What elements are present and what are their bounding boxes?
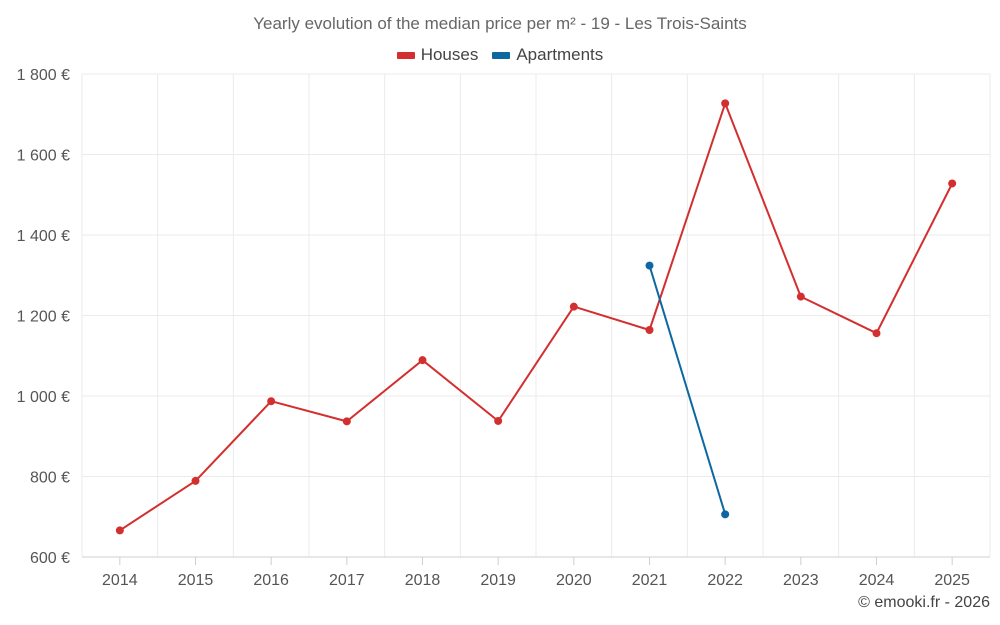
x-tick-label: 2024 (859, 572, 895, 589)
x-tick-label: 2017 (329, 572, 365, 589)
chart-title: Yearly evolution of the median price per… (253, 14, 747, 33)
data-point-apartments (645, 261, 654, 270)
data-point-houses (721, 99, 730, 108)
data-point-houses (645, 325, 654, 334)
legend-label-apartments: Apartments (516, 45, 604, 64)
series-line-apartments (648, 265, 727, 515)
x-tick-label: 2014 (102, 572, 138, 589)
data-point-apartments (721, 510, 730, 519)
x-tick-label: 2015 (178, 572, 214, 589)
x-tick-label: 2021 (632, 572, 668, 589)
x-tick-label: 2016 (253, 572, 289, 589)
legend: Houses Apartments (0, 45, 1000, 65)
legend-swatch-apartments (492, 51, 511, 59)
legend-item-houses[interactable]: Houses (396, 45, 479, 65)
y-tick-label: 1 200 € (17, 309, 70, 326)
legend-item-apartments[interactable]: Apartments (492, 45, 603, 65)
y-tick-label: 1 000 € (17, 389, 70, 406)
x-tick-label: 2020 (556, 572, 592, 589)
legend-label-houses: Houses (420, 45, 479, 64)
data-point-houses (796, 292, 805, 301)
data-point-houses (494, 416, 503, 425)
x-tick-label: 2022 (707, 572, 743, 589)
data-point-houses (267, 397, 276, 406)
series-line-houses (119, 102, 954, 532)
data-point-houses (948, 179, 957, 188)
x-tick-label: 2025 (934, 572, 970, 589)
data-point-houses (872, 329, 881, 338)
credit-text: © emooki.fr - 2026 (858, 594, 990, 611)
y-tick-label: 800 € (30, 470, 70, 487)
data-point-houses (569, 302, 578, 311)
y-tick-label: 1 400 € (17, 228, 70, 245)
x-tick-label: 2023 (783, 572, 819, 589)
data-point-houses (115, 526, 124, 535)
y-tick-label: 1 600 € (17, 148, 70, 165)
legend-swatch-houses (396, 51, 415, 59)
data-point-houses (342, 417, 351, 426)
y-tick-label: 1 800 € (17, 67, 70, 84)
data-point-houses (191, 476, 200, 485)
y-tick-label: 600 € (30, 550, 70, 567)
x-tick-label: 2018 (405, 572, 441, 589)
x-tick-label: 2019 (480, 572, 516, 589)
data-point-houses (418, 356, 427, 365)
